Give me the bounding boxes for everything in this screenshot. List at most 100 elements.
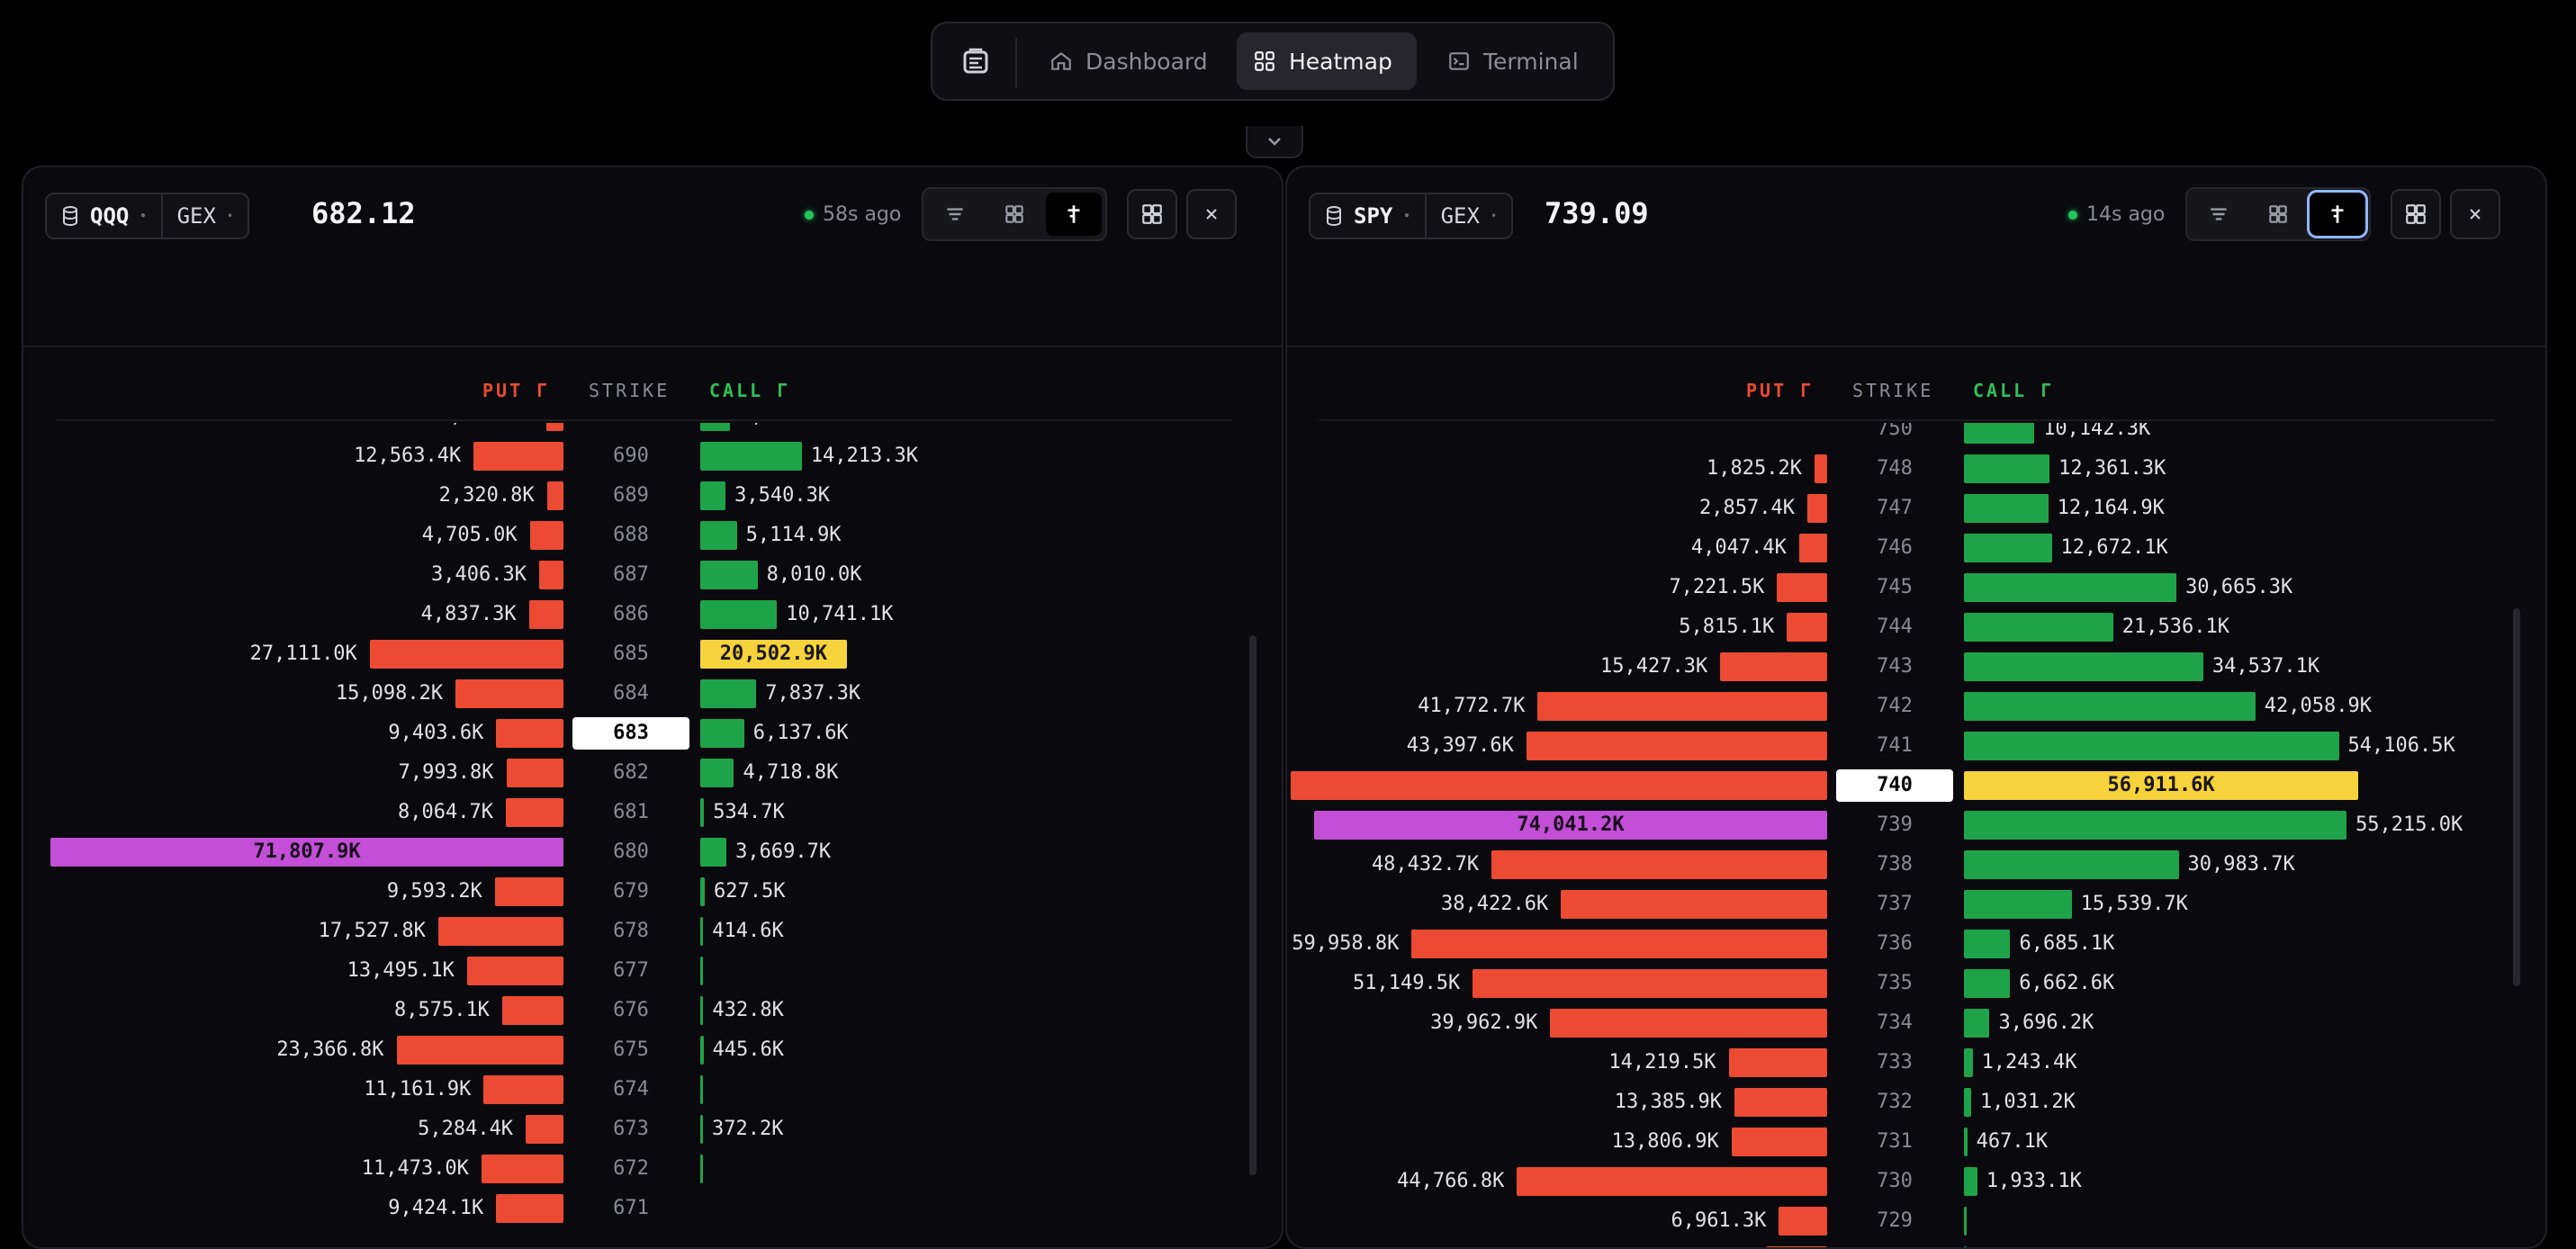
call-gamma-value: 20,502.9K xyxy=(719,642,827,665)
put-gamma-bar xyxy=(483,1075,563,1104)
strike-row[interactable]: 27,111.0K 685 20,502.9K xyxy=(23,630,1282,669)
metric-dropdown[interactable]: GEX • xyxy=(1424,194,1512,238)
put-gamma-bar xyxy=(1526,732,1827,760)
tab-heatmap[interactable]: Heatmap xyxy=(1237,32,1417,90)
strike-row[interactable]: 7,993.8K 682 4,718.8K xyxy=(23,749,1282,788)
call-gamma-bar xyxy=(700,1075,703,1104)
ticker-dropdown[interactable]: QQQ • xyxy=(47,194,161,238)
strike-row[interactable]: 5,815.1K 744 21,536.1K xyxy=(1287,603,2545,642)
strike-value: 733 xyxy=(1877,1051,1913,1074)
strike-row[interactable]: 15,427.3K 743 34,537.1K xyxy=(1287,642,2545,682)
strike-row[interactable]: 9,593.2K 679 627.5K xyxy=(23,867,1282,907)
terminal-icon xyxy=(1449,52,1469,70)
call-gamma-value: 34,537.1K xyxy=(2211,655,2320,678)
strike-row[interactable]: 4,705.0K 688 5,114.9K xyxy=(23,511,1282,551)
grid-view-button[interactable] xyxy=(986,193,1042,236)
home-icon xyxy=(1051,51,1071,70)
ticker-dropdown[interactable]: SPY • xyxy=(1311,194,1425,238)
put-gamma-bar xyxy=(501,996,563,1025)
ticker-selector[interactable]: SPY • GEX • xyxy=(1309,193,1514,239)
app-logo-icon[interactable] xyxy=(950,36,1001,86)
strike-row[interactable]: 41,772.7K 742 42,058.9K xyxy=(1287,682,2545,722)
layout-button[interactable] xyxy=(1127,189,1177,239)
strike-row[interactable]: 1,825.2K 748 12,361.3K xyxy=(1287,445,2545,484)
strike-row[interactable]: 4,837.3K 686 10,741.1K xyxy=(23,590,1282,630)
strike-row[interactable]: 5,284.4K 673 372.2K xyxy=(23,1105,1282,1145)
strike-value: 674 xyxy=(613,1078,649,1101)
put-gamma-bar xyxy=(1765,1246,1827,1247)
strike-row[interactable]: 11,473.0K 672 xyxy=(23,1145,1282,1184)
strike-row[interactable]: 6,961.3K 729 xyxy=(1287,1197,2545,1236)
grid-icon xyxy=(1255,51,1274,71)
put-gamma-value: 12,563.4K xyxy=(354,445,462,467)
list-view-button[interactable] xyxy=(927,193,983,236)
layout-button[interactable] xyxy=(2391,189,2441,239)
strike-row[interactable]: 74,041.2K 739 55,215.0K xyxy=(1287,801,2545,840)
strike-row[interactable]: 8,861.8K728 xyxy=(1287,1236,2545,1247)
strike-row[interactable]: 2,320.8K 689 3,540.3K xyxy=(23,472,1282,511)
metric-dropdown[interactable]: GEX • xyxy=(160,194,248,238)
collapse-toggle[interactable] xyxy=(1246,126,1303,158)
butterfly-view-button[interactable] xyxy=(2307,190,2368,238)
strike-row[interactable]: 3,406.3K 687 8,010.0K xyxy=(23,551,1282,590)
call-gamma-bar xyxy=(1964,613,2113,642)
tab-dashboard[interactable]: Dashboard xyxy=(1033,32,1224,90)
put-gamma-bar xyxy=(1731,1128,1827,1156)
strike-row[interactable]: 23,366.8K 675 445.6K xyxy=(23,1026,1282,1065)
strike-row[interactable]: 38,422.6K 737 15,539.7K xyxy=(1287,880,2545,920)
strike-row[interactable]: 44,766.8K 730 1,933.1K xyxy=(1287,1157,2545,1197)
strike-row[interactable]: 13,495.1K 677 xyxy=(23,947,1282,986)
strike-row[interactable]: 9,424.1K 671 xyxy=(23,1184,1282,1224)
strike-row[interactable]: 7,221.5K 745 30,665.3K xyxy=(1287,563,2545,603)
put-gamma-bar xyxy=(1291,771,1827,800)
strike-row[interactable]: 12,563.4K 690 14,213.3K xyxy=(23,432,1282,472)
strike-row[interactable]: 17,527.8K 678 414.6K xyxy=(23,907,1282,947)
call-gamma-value: 21,536.1K xyxy=(2121,616,2229,638)
close-panel-button[interactable] xyxy=(2450,189,2500,239)
strike-row[interactable]: 13,385.9K 732 1,031.2K xyxy=(1287,1078,2545,1118)
strike-row[interactable]: 9,403.6K 683 6,137.6K xyxy=(23,709,1282,750)
strike-row[interactable]: 8,064.7K 681 534.7K xyxy=(23,788,1282,828)
butterfly-view-button[interactable] xyxy=(1046,193,1102,236)
put-gamma-value: 3,406.3K xyxy=(431,563,527,586)
put-gamma-bar xyxy=(1814,454,1827,483)
close-panel-button[interactable] xyxy=(1186,189,1237,239)
put-gamma-bar xyxy=(437,917,563,946)
strike-row[interactable]: 39,962.9K 734 3,696.2K xyxy=(1287,999,2545,1038)
scrollbar[interactable] xyxy=(1249,635,1256,1175)
strike-row[interactable]: 2,857.4K 747 12,164.9K xyxy=(1287,484,2545,524)
strike-row[interactable]: 8,575.1K 676 432.8K xyxy=(23,986,1282,1026)
put-gamma-bar xyxy=(505,798,563,827)
ticker-selector[interactable]: QQQ • GEX • xyxy=(45,193,250,239)
put-gamma-bar xyxy=(1561,890,1827,919)
call-gamma-bar xyxy=(1964,850,2179,879)
put-gamma-bar xyxy=(455,679,563,708)
strike-row[interactable]: 4,047.4K 746 12,672.1K xyxy=(1287,524,2545,563)
strike-row[interactable]: 14,219.5K 733 1,243.4K xyxy=(1287,1038,2545,1078)
call-gamma-bar xyxy=(700,838,727,867)
tab-terminal[interactable]: Terminal xyxy=(1431,32,1595,90)
strike-row[interactable]: 71,807.9K 680 3,669.7K xyxy=(23,828,1282,867)
strike-row[interactable]: 59,958.8K 736 6,685.1K xyxy=(1287,920,2545,959)
strike-row[interactable]: 13,806.9K 731 467.1K xyxy=(1287,1118,2545,1157)
grid-view-icon xyxy=(1005,205,1023,223)
call-gamma-bar xyxy=(700,521,737,550)
put-gamma-value: 23,366.8K xyxy=(276,1038,384,1061)
strike-row[interactable]: 7K74056,911.6K xyxy=(1287,761,2545,802)
strike-value: 681 xyxy=(613,801,649,823)
grid-view-button[interactable] xyxy=(2250,193,2306,236)
caret-icon: • xyxy=(1403,210,1410,222)
call-gamma-bar xyxy=(1964,930,2011,958)
strike-row[interactable]: 43,397.6K 741 54,106.5K xyxy=(1287,722,2545,761)
call-gamma-bar xyxy=(1964,454,2050,483)
put-gamma-value: 7,221.5K xyxy=(1669,576,1765,598)
strike-row[interactable]: 15,098.2K 684 7,837.3K xyxy=(23,669,1282,709)
call-gamma-bar xyxy=(1964,1167,1977,1196)
strike-row[interactable]: 48,432.7K 738 30,983.7K xyxy=(1287,840,2545,880)
list-view-button[interactable] xyxy=(2191,193,2247,236)
strike-value: 744 xyxy=(1877,616,1913,638)
strike-row[interactable]: 51,149.5K 735 6,662.6K xyxy=(1287,959,2545,999)
strike-row[interactable]: 11,161.9K 674 xyxy=(23,1065,1282,1105)
scrollbar[interactable] xyxy=(2513,608,2520,986)
put-gamma-value: 7,993.8K xyxy=(398,761,494,784)
